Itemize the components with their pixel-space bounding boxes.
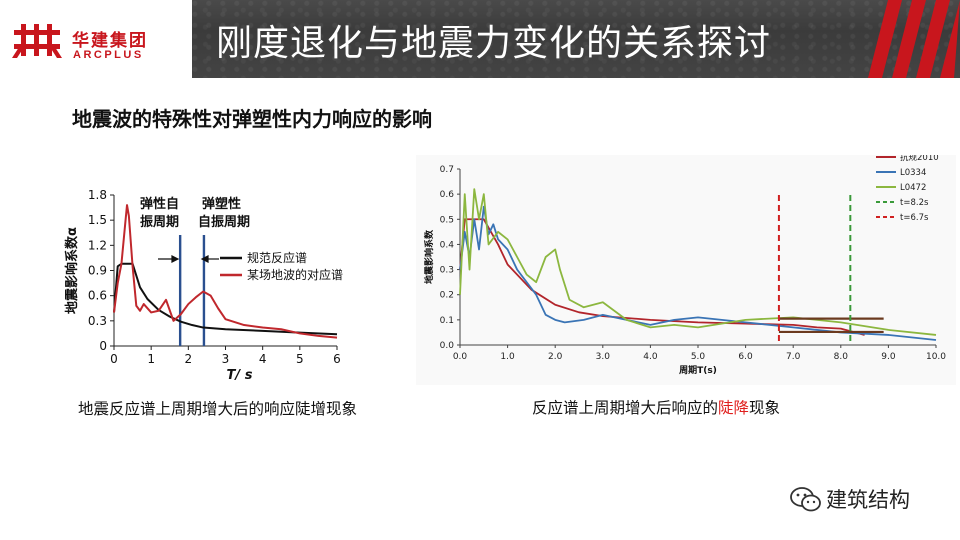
x-tick-label: 6 [333, 352, 341, 366]
right-chart-background [416, 155, 956, 385]
y-axis-label: 地震影响系数α [64, 227, 80, 314]
legend-label: L0472 [900, 183, 926, 193]
x-tick-label: 9.0 [881, 352, 896, 362]
y-tick-label: 0.2 [440, 291, 454, 301]
annotation-plastic-line1: 弹塑性 [202, 196, 241, 212]
y-tick-label: 0.6 [88, 289, 107, 303]
watermark-text: 建筑结构 [826, 488, 910, 512]
arcplus-logo-icon [12, 24, 62, 58]
y-tick-label: 1.8 [88, 188, 107, 202]
left-chart-caption: 地震反应谱上周期增大后的响应陡增现象 [78, 400, 358, 418]
series-line [459, 218, 865, 336]
wechat-icon [790, 487, 821, 512]
legend-label: L0334 [900, 168, 926, 178]
right-legend: 抗规2010 L0334 L0472 t=8.2s t=6.7s [876, 152, 939, 223]
title-bar: 刚度退化与地震力变化的关系探讨 [192, 0, 960, 78]
series-line [113, 262, 338, 336]
x-tick-label: 7.0 [786, 352, 801, 362]
x-tick-label: 4.0 [643, 352, 658, 362]
logo-en-text: ARCPLUS [73, 49, 144, 61]
y-tick-label: 0.6 [440, 190, 455, 200]
annotation-plastic-line2: 自振周期 [198, 214, 250, 230]
x-tick-label: 5 [296, 352, 304, 366]
watermark: 建筑结构 [790, 482, 950, 514]
y-tick-label: 0.4 [440, 240, 455, 250]
right-chart-caption: 反应谱上周期增大后响应的陡降现象 [532, 396, 780, 418]
y-tick-label: 1.5 [88, 213, 107, 227]
y-tick-label: 0 [99, 339, 107, 353]
logo: 华建集团 ARCPLUS [0, 0, 192, 78]
x-axis-label: 周期T(s) [679, 364, 717, 376]
y-tick-label: 0.5 [440, 215, 454, 225]
right-chart-svg: 0.0 1.0 2.0 3.0 4.0 5.0 6.0 7.0 8.0 9.0 10.0 0.0 0.… [416, 152, 956, 385]
y-tick-label: 0.7 [440, 165, 454, 175]
left-chart: 0 1 2 3 4 5 6 0 0.3 0.6 0.9 1.2 1.5 1.8 地震影响系数α T/ s… [62, 180, 362, 390]
x-tick-label: 2.0 [548, 352, 563, 362]
x-tick-label: 10.0 [926, 352, 946, 362]
legend-label: 抗规2010 [900, 155, 939, 163]
logo-cn-text: 华建集团 [72, 31, 148, 51]
series-line [113, 204, 338, 339]
annotation-elastic-line2: 振周期 [140, 214, 179, 230]
x-tick-label: 3 [222, 352, 230, 366]
red-stripes-decoration [868, 0, 960, 78]
legend-label: t=8.2s [900, 198, 929, 208]
y-tick-label: 1.2 [88, 238, 107, 252]
caption-after: 现象 [749, 399, 781, 417]
left-chart-svg: 0 1 2 3 4 5 6 0 0.3 0.6 0.9 1.2 1.5 1.8 地震影响系数α T/ s… [64, 188, 343, 383]
slide-header: 华建集团 ARCPLUS 刚度退化与地震力变化的关系探讨 [0, 0, 960, 78]
x-tick-label: 1.0 [500, 352, 515, 362]
annotation-arrows [158, 255, 219, 263]
y-axis-label: 地震影响系数 [423, 229, 435, 284]
x-tick-label: 8.0 [834, 352, 849, 362]
y-tick-label: 0.9 [88, 264, 107, 278]
legend-label: t=6.7s [900, 213, 929, 223]
series-line [459, 188, 937, 336]
y-tick-label: 0.0 [440, 341, 455, 351]
legend-label: 某场地波的对应谱 [247, 267, 343, 282]
x-tick-label: 1 [147, 352, 155, 366]
x-axis-label: T/ s [227, 368, 253, 383]
section-subtitle: 地震波的特殊性对弹塑性内力响应的影响 [72, 107, 432, 131]
caption-highlight: 陡降 [718, 399, 750, 417]
right-chart: 0.0 1.0 2.0 3.0 4.0 5.0 6.0 7.0 8.0 9.0 10.0 0.0 0.… [416, 152, 956, 385]
x-tick-label: 5.0 [691, 352, 706, 362]
y-tick-label: 0.1 [440, 316, 454, 326]
caption-before: 反应谱上周期增大后响应的 [532, 399, 719, 417]
slide-title: 刚度退化与地震力变化的关系探讨 [216, 23, 772, 64]
annotation-elastic-line1: 弹性自 [140, 196, 179, 212]
y-tick-label: 0.3 [88, 314, 107, 328]
x-tick-label: 0 [110, 352, 118, 366]
x-tick-label: 3.0 [596, 352, 611, 362]
x-tick-label: 0.0 [453, 352, 468, 362]
y-tick-label: 0.3 [440, 266, 454, 276]
legend-label: 规范反应谱 [247, 250, 307, 265]
x-tick-label: 2 [185, 352, 193, 366]
x-tick-label: 4 [259, 352, 267, 366]
x-tick-label: 6.0 [738, 352, 753, 362]
